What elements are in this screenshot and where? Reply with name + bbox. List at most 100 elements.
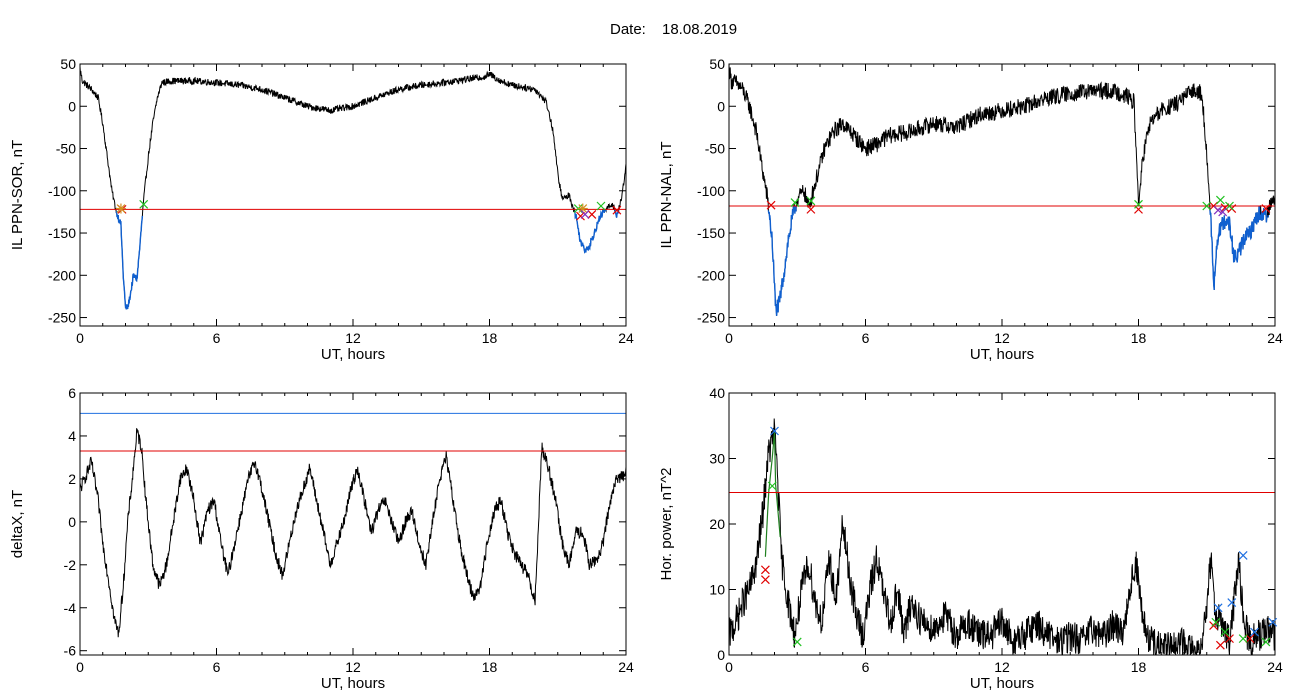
event-marker [1238, 634, 1248, 644]
event-marker [1250, 627, 1259, 637]
y-tick-label-il_sor: -200 [48, 267, 76, 283]
event-marker [792, 637, 802, 647]
y-tick-label-deltax: 2 [68, 471, 76, 487]
y-tick-label-hor_power: 30 [709, 451, 725, 467]
event-marker-stroke [1213, 603, 1223, 613]
x-tick-label-hor_power: 6 [862, 659, 870, 675]
x-tick-label-hor_power: 0 [725, 659, 733, 675]
x-tick-label-il_sor: 18 [482, 330, 498, 346]
event-marker [1215, 195, 1225, 205]
event-marker-stroke [596, 201, 606, 211]
series-line-deltax [80, 427, 626, 638]
event-marker-stroke [1250, 627, 1259, 637]
event-marker-stroke [1245, 634, 1255, 644]
y-tick-label-il_nal: 0 [717, 98, 725, 114]
event-marker [767, 481, 777, 491]
event-marker [1225, 201, 1234, 211]
event-marker [1261, 204, 1271, 213]
event-marker [1268, 617, 1278, 627]
y-tick-label-deltax: 6 [68, 385, 76, 401]
event-marker-stroke [1215, 195, 1225, 205]
event-marker [1220, 627, 1230, 637]
y-tick-label-il_nal: -50 [705, 141, 725, 157]
event-marker [760, 575, 770, 585]
series-line-il_nal [729, 64, 1275, 316]
event-marker [612, 205, 622, 215]
event-marker-stroke [760, 565, 770, 575]
event-marker-stroke [1238, 551, 1248, 560]
event-marker-stroke [806, 204, 816, 214]
below-threshold-line-il_nal [768, 206, 1271, 316]
x-tick-label-il_nal: 6 [862, 330, 870, 346]
plot-frame-il_sor [79, 63, 627, 327]
series-line-il_sor [80, 66, 626, 310]
event-marker-stroke [1209, 201, 1218, 211]
event-marker-stroke [806, 196, 816, 206]
y-tick-label-il_nal: 50 [709, 56, 725, 72]
event-marker-stroke [1213, 205, 1223, 215]
event-marker [1245, 634, 1255, 644]
panel-hor_power: 0 6 12 18 24 0 10 20 30 40 UT, hours Hor. power, nT… [658, 385, 1283, 692]
x-axis-label-deltax: UT, hours [321, 675, 385, 692]
y-tick-label-il_sor: 50 [60, 56, 76, 72]
event-marker [760, 565, 770, 575]
y-axis-label-il_nal: IL PPN-NAL, nT [658, 142, 675, 249]
event-marker-stroke [1268, 617, 1278, 627]
event-marker-stroke [767, 481, 777, 491]
event-marker-stroke [1220, 627, 1230, 637]
event-marker [1213, 205, 1223, 215]
x-tick-label-deltax: 12 [345, 659, 361, 675]
figure-title-label: Date: [610, 21, 646, 38]
x-tick-label-il_sor: 6 [213, 330, 221, 346]
x-axis-label-hor_power: UT, hours [970, 675, 1034, 692]
event-marker-stroke [1227, 598, 1237, 608]
event-marker-stroke [1202, 201, 1212, 211]
event-marker-stroke [790, 198, 800, 208]
event-marker [1225, 634, 1234, 644]
y-tick-label-il_sor: -50 [56, 141, 76, 157]
event-marker [1261, 637, 1271, 647]
x-tick-label-deltax: 24 [618, 659, 634, 675]
event-marker [1215, 640, 1225, 650]
event-marker [580, 210, 590, 219]
x-tick-label-il_sor: 12 [345, 330, 361, 346]
event-marker [1218, 207, 1228, 217]
event-marker-stroke [1215, 640, 1225, 650]
event-marker [139, 199, 149, 209]
event-marker-stroke [1225, 201, 1234, 211]
x-tick-label-hor_power: 18 [1131, 659, 1147, 675]
y-tick-label-hor_power: 40 [709, 385, 725, 401]
event-marker-stroke [770, 426, 779, 436]
y-tick-label-deltax: 4 [68, 428, 76, 444]
event-marker-stroke [1218, 207, 1228, 217]
event-marker-stroke [766, 200, 776, 210]
event-marker [1227, 598, 1237, 608]
event-marker [766, 200, 776, 210]
x-axis-label-il_nal: UT, hours [970, 346, 1034, 363]
y-tick-label-deltax: -6 [64, 643, 77, 659]
event-marker [577, 203, 588, 214]
y-tick-label-deltax: -2 [64, 557, 77, 573]
event-marker [790, 198, 800, 208]
event-marker-stroke [1238, 634, 1248, 644]
x-tick-label-deltax: 18 [482, 659, 498, 675]
plot-frame-il_nal [728, 63, 1276, 327]
event-marker [806, 204, 816, 214]
y-tick-label-il_nal: -200 [697, 267, 725, 283]
event-marker [115, 203, 126, 214]
highlight-line-hor_power [764, 432, 781, 557]
event-marker [1211, 617, 1221, 627]
panel-il_nal: 0 6 12 18 24 -250 -200 -150 -100 -50 0 50 UT, hours I… [658, 56, 1283, 363]
event-marker-stroke [587, 210, 597, 219]
y-tick-label-il_nal: -100 [697, 183, 725, 199]
y-tick-label-il_sor: 0 [68, 98, 76, 114]
figure-title-date: 18.08.2019 [662, 21, 737, 38]
event-marker-stroke [1211, 617, 1221, 627]
event-marker [770, 426, 779, 436]
event-marker-stroke [1225, 634, 1234, 644]
x-tick-label-il_nal: 24 [1267, 330, 1283, 346]
x-tick-label-hor_power: 12 [994, 659, 1010, 675]
x-tick-label-il_sor: 24 [618, 330, 634, 346]
